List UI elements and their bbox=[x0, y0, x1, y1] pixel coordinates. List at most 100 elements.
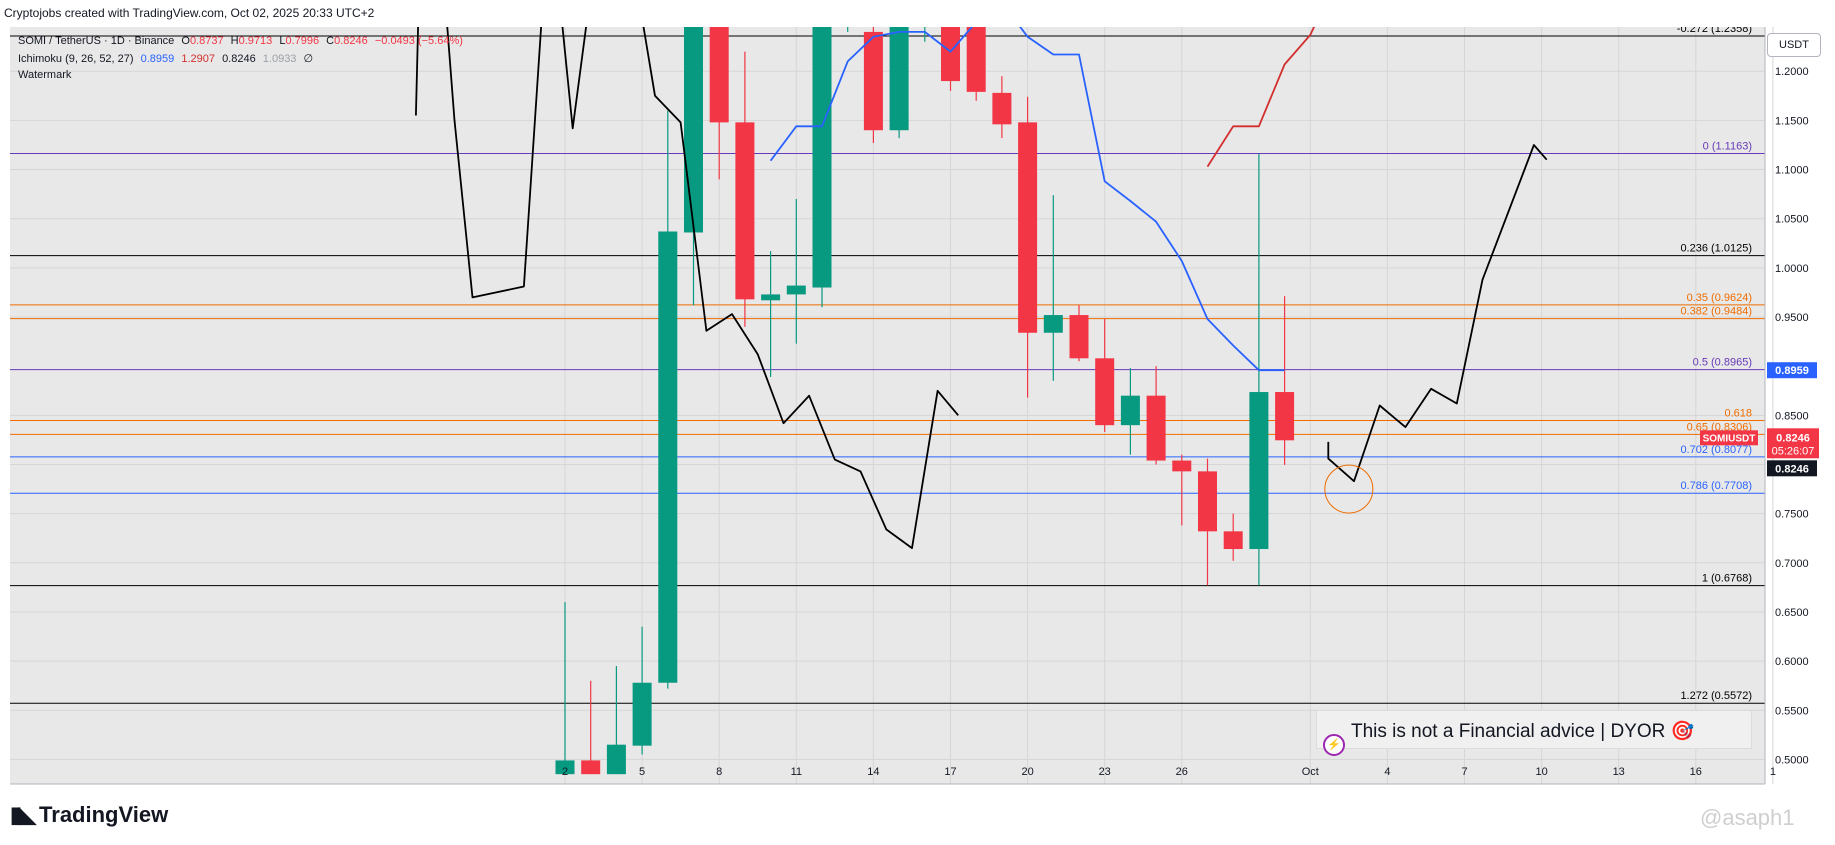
tradingview-logo-text: TradingView bbox=[39, 802, 169, 827]
legend-close: C0.8246 bbox=[326, 35, 368, 47]
candle-body bbox=[1043, 315, 1063, 333]
y-axis-tick-label: 1.1500 bbox=[1775, 115, 1809, 127]
candle-body bbox=[658, 231, 678, 683]
projection-path-line bbox=[1327, 144, 1548, 483]
candle-body bbox=[915, 12, 934, 17]
symbol-tag-label: SOMIUSDT bbox=[1703, 433, 1756, 444]
last-price-tag-value: 0.8246 bbox=[1776, 432, 1810, 444]
ichimoku-tenkan-line bbox=[769, 27, 1285, 372]
x-axis-tick-label: 5 bbox=[639, 766, 645, 778]
candle-body bbox=[684, 27, 703, 233]
fib-level-label: 0 (1.1163) bbox=[1703, 141, 1752, 153]
lightning-icon: ⚡ bbox=[1323, 734, 1345, 756]
y-axis-tick-label: 0.5500 bbox=[1775, 705, 1809, 717]
candle-body bbox=[863, 31, 883, 131]
y-axis-tick-label: 0.6500 bbox=[1775, 607, 1809, 619]
y-axis-tick-label: 0.5000 bbox=[1775, 754, 1809, 766]
ichimoku-price-tag: 0.8959 bbox=[1767, 362, 1817, 379]
y-axis-tick-label: 1.2000 bbox=[1775, 66, 1809, 78]
legend-ichimoku-value-3: 0.8246 bbox=[222, 53, 256, 65]
legend-low: L0.7996 bbox=[279, 35, 320, 47]
x-axis-tick-label: 4 bbox=[1384, 766, 1390, 778]
candle-body bbox=[1018, 122, 1038, 333]
candle-body bbox=[1172, 460, 1192, 472]
x-axis-tick-label: 14 bbox=[867, 766, 879, 778]
disclaimer-text: This is not a Financial advice | DYOR 🎯 bbox=[1351, 721, 1695, 742]
x-axis-tick-label: 16 bbox=[1690, 766, 1702, 778]
candle-body bbox=[812, 27, 832, 288]
candle-body bbox=[709, 27, 729, 123]
legend-ichimoku-value-4: 1.0933 bbox=[262, 53, 297, 65]
y-axis-tick-label: 0.6000 bbox=[1775, 656, 1809, 668]
svg-text:0.8959: 0.8959 bbox=[1775, 365, 1809, 377]
disclaimer-note: ⚡ This is not a Financial advice | DYOR … bbox=[1316, 710, 1752, 756]
y-axis-tick-label: 0.7500 bbox=[1775, 509, 1809, 521]
fib-level-label: 0.786 (0.7708) bbox=[1680, 480, 1752, 492]
candle-body bbox=[581, 760, 601, 775]
x-axis-tick-label: 2 bbox=[562, 766, 568, 778]
x-axis-tick-label: 13 bbox=[1613, 766, 1625, 778]
legend-ichimoku-label: Ichimoku (9, 26, 52, 27) bbox=[18, 53, 134, 65]
tradingview-logo-icon: ▮◣ bbox=[10, 802, 36, 827]
x-axis-tick-label: 10 bbox=[1535, 766, 1547, 778]
y-axis-tick-label: 1.0000 bbox=[1775, 263, 1809, 275]
fib-level-label: 0.618 bbox=[1724, 407, 1752, 419]
fib-level-label: 0.382 (0.9484) bbox=[1680, 306, 1752, 318]
candle-body bbox=[761, 294, 781, 301]
candle-body bbox=[632, 682, 652, 746]
candle-body bbox=[838, 0, 857, 14]
legend-symbol-row: SOMI / TetherUS · 1D · Binance O0.8737 H… bbox=[18, 35, 467, 47]
x-axis-tick-label: 11 bbox=[791, 766, 802, 778]
last-price-tag-bg bbox=[1767, 428, 1819, 459]
candle-body bbox=[1249, 392, 1269, 550]
y-axis-tick-label: 0.9500 bbox=[1775, 312, 1809, 324]
highlight-circle bbox=[1324, 464, 1374, 514]
fib-level-label: 1.272 (0.5572) bbox=[1680, 690, 1752, 702]
candle-body bbox=[889, 27, 909, 131]
y-axis-tick-label: 1.1000 bbox=[1775, 165, 1809, 177]
legend-ichimoku-value-2: 1.2907 bbox=[181, 53, 215, 65]
x-axis-tick-label: 26 bbox=[1176, 766, 1188, 778]
currency-button[interactable]: USDT bbox=[1767, 33, 1821, 57]
legend-watermark: Watermark bbox=[18, 69, 72, 81]
candle-body bbox=[1223, 531, 1243, 550]
legend-open: O0.8737 bbox=[181, 35, 224, 47]
fib-level-label: -0.272 (1.2358) bbox=[1677, 23, 1752, 35]
y-axis-tick-label: 0.8500 bbox=[1775, 410, 1809, 422]
ichimoku-senkou-line bbox=[1206, 27, 1315, 168]
legend-symbol[interactable]: SOMI / TetherUS · 1D · Binance bbox=[18, 35, 175, 47]
legend-ichimoku-value-5: ∅ bbox=[303, 53, 314, 65]
candle-body bbox=[1146, 395, 1166, 461]
x-axis-tick-label: 8 bbox=[716, 766, 722, 778]
fib-level-label: 0.35 (0.9624) bbox=[1687, 292, 1752, 304]
candle-body bbox=[941, 27, 960, 82]
y-axis-tick-label: 0.7000 bbox=[1775, 558, 1809, 570]
x-axis-tick-label: 20 bbox=[1021, 766, 1033, 778]
fib-level-label: 0.5 (0.8965) bbox=[1693, 357, 1752, 369]
author-credit: @asaph1 bbox=[1700, 805, 1795, 830]
legend-high: H0.9713 bbox=[230, 35, 273, 47]
candle-body bbox=[966, 27, 986, 92]
x-axis-tick-label: 23 bbox=[1099, 766, 1111, 778]
x-axis-tick-label: 17 bbox=[944, 766, 956, 778]
candle-body bbox=[606, 744, 626, 775]
fib-level-label: 1 (0.6768) bbox=[1702, 573, 1752, 585]
tradingview-logo[interactable]: ▮◣ TradingView bbox=[10, 802, 168, 828]
candle-body bbox=[1069, 315, 1089, 359]
legend-watermark-row[interactable]: Watermark bbox=[18, 69, 75, 81]
candle-body bbox=[555, 760, 575, 775]
chart-header-title: Cryptojobs created with TradingView.com,… bbox=[4, 6, 375, 20]
x-axis-tick-label: 1 bbox=[1770, 766, 1776, 778]
fib-level-label: 0.702 (0.8077) bbox=[1680, 444, 1752, 456]
legend-ichimoku-row[interactable]: Ichimoku (9, 26, 52, 27) 0.8959 1.2907 0… bbox=[18, 52, 317, 65]
x-axis-tick-label: 7 bbox=[1461, 766, 1467, 778]
candle-body bbox=[1120, 395, 1140, 426]
countdown-tag: 05:26:07 bbox=[1772, 445, 1815, 457]
price-path-line bbox=[415, 27, 959, 549]
candle-body bbox=[992, 92, 1012, 125]
candle-body bbox=[735, 122, 755, 300]
candle-body bbox=[1095, 358, 1115, 426]
close-price-tag-bg bbox=[1767, 460, 1817, 477]
fib-level-label: 0.236 (1.0125) bbox=[1680, 243, 1752, 255]
